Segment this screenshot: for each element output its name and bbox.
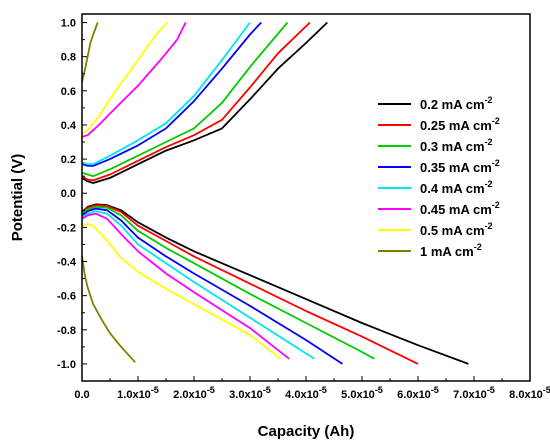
legend-label-exponent: -2 — [485, 137, 493, 147]
x-tick-label: 1.0x10-5 — [117, 385, 159, 401]
y-tick-label: 0.8 — [61, 52, 76, 64]
x-tick-label-base: 8.0x10 — [509, 389, 543, 401]
legend-label-exponent: -2 — [485, 221, 493, 231]
legend-label-exponent: -2 — [492, 158, 500, 168]
legend-label-text: 1 mA cm — [420, 244, 474, 259]
x-tick-label-exponent: -5 — [431, 385, 439, 395]
legend-label: 0.25 mA cm-2 — [420, 116, 500, 133]
legend-label-exponent: -2 — [474, 242, 482, 252]
x-tick-label: 8.0x10-5 — [509, 385, 550, 401]
y-tick-label: -0.2 — [57, 222, 76, 234]
series-discharge-curve — [81, 206, 375, 360]
legend-label: 1 mA cm-2 — [420, 242, 482, 259]
y-tick-label: 0.4 — [61, 120, 77, 132]
x-tick-label-base: 5.0x10 — [341, 389, 375, 401]
y-tick-label: 1.0 — [61, 18, 76, 30]
legend-label: 0.35 mA cm-2 — [420, 158, 500, 175]
x-tick-label: 4.0x10-5 — [285, 385, 327, 401]
x-tick-label-exponent: -5 — [151, 385, 159, 395]
series-discharge-curve — [81, 223, 282, 360]
x-tick-label: 6.0x10-5 — [397, 385, 439, 401]
x-tick-label-exponent: -5 — [375, 385, 383, 395]
series-charge-curve — [81, 21, 289, 178]
x-tick-label-base: 2.0x10 — [173, 389, 207, 401]
y-tick-label: -0.8 — [57, 325, 76, 337]
x-tick-label: 5.0x10-5 — [341, 385, 383, 401]
curves-layer — [81, 21, 469, 365]
x-tick-label: 3.0x10-5 — [229, 385, 271, 401]
x-tick-label: 2.0x10-5 — [173, 385, 215, 401]
x-tick-label: 7.0x10-5 — [453, 385, 495, 401]
legend-label-text: 0.4 mA cm — [420, 181, 485, 196]
x-tick-label-exponent: -5 — [319, 385, 327, 395]
legend-label: 0.5 mA cm-2 — [420, 221, 493, 238]
legend-label-text: 0.35 mA cm — [420, 160, 492, 175]
series-discharge-curve — [81, 207, 343, 365]
y-tick-label: -0.4 — [57, 257, 77, 269]
x-tick-label-base: 4.0x10 — [285, 389, 319, 401]
x-tick-label: 0.0 — [74, 389, 89, 401]
plot-frame — [81, 13, 531, 382]
legend-label: 0.2 mA cm-2 — [420, 95, 493, 112]
y-tick-label: 0.0 — [61, 188, 76, 200]
x-tick-label-exponent: -5 — [207, 385, 215, 395]
y-tick-label: 0.2 — [61, 154, 76, 166]
legend-label-exponent: -2 — [492, 116, 500, 126]
legend-label: 0.45 mA cm-2 — [420, 200, 500, 217]
series-discharge-curve — [81, 204, 419, 365]
legend-label: 0.3 mA cm-2 — [420, 137, 493, 154]
series-charge-curve — [81, 21, 168, 135]
series-discharge-curve — [81, 203, 469, 365]
legend-label-text: 0.5 mA cm — [420, 223, 485, 238]
series-charge-curve — [81, 22, 187, 138]
x-tick-label-base: 1.0x10 — [117, 389, 151, 401]
series-discharge-curve — [81, 210, 315, 360]
legend: 0.2 mA cm-20.25 mA cm-20.3 mA cm-20.35 m… — [378, 95, 500, 259]
legend-label-text: 0.3 mA cm — [420, 139, 485, 154]
x-tick-label-base: 6.0x10 — [397, 389, 431, 401]
x-axis-title: Capacity (Ah) — [258, 423, 355, 440]
series-charge-curve — [81, 21, 262, 167]
x-tick-label-base: 3.0x10 — [229, 389, 263, 401]
x-tick-label-exponent: -5 — [263, 385, 271, 395]
legend-label-text: 0.25 mA cm — [420, 118, 492, 133]
y-tick-label: 0.6 — [61, 86, 76, 98]
series-discharge-curve — [81, 212, 290, 360]
legend-label-exponent: -2 — [492, 200, 500, 210]
x-tick-label-exponent: -5 — [543, 385, 550, 395]
series-charge-curve — [81, 21, 251, 166]
ticks-layer: 0.0 1.0x10-5 2.0x10-5 3.0x10-5 4.0x10-5 5.0x1… — [57, 18, 550, 401]
legend-label-exponent: -2 — [485, 95, 493, 105]
series-charge-curve — [81, 21, 311, 182]
y-tick-label: -1.0 — [57, 359, 76, 371]
legend-label: 0.4 mA cm-2 — [420, 179, 493, 196]
x-tick-label-base: 7.0x10 — [453, 389, 487, 401]
y-axis-title: Potential (V) — [9, 154, 26, 242]
series-discharge-curve — [81, 256, 136, 363]
legend-label-exponent: -2 — [485, 179, 493, 189]
series-charge-curve — [81, 22, 99, 83]
legend-label-text: 0.2 mA cm — [420, 97, 485, 112]
y-tick-label: -0.6 — [57, 291, 76, 303]
legend-label-text: 0.45 mA cm — [420, 202, 492, 217]
series-charge-curve — [81, 21, 328, 184]
x-tick-label-exponent: -5 — [487, 385, 495, 395]
